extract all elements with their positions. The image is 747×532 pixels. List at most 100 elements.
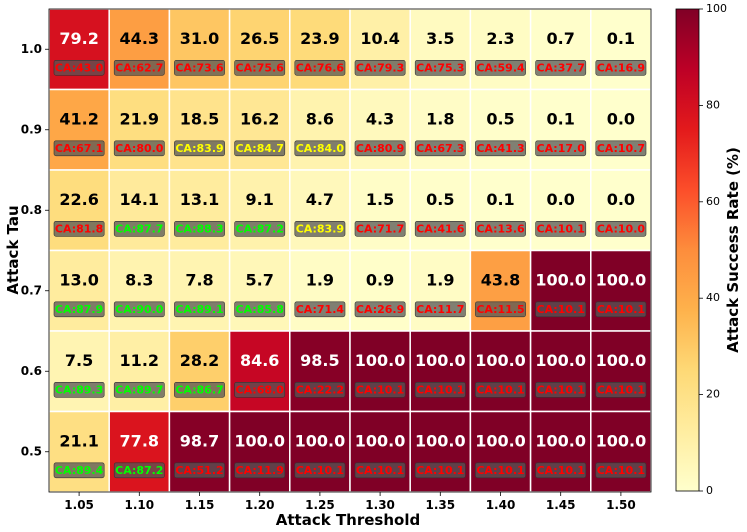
- x-tick-label: 1.25: [305, 498, 335, 512]
- heatmap-cell: [108, 169, 171, 252]
- ca-badge: [294, 301, 346, 318]
- cell-value-label: 43.8: [481, 271, 520, 290]
- cell-value-label: 5.7: [246, 271, 274, 290]
- heatmap-cell: [349, 8, 411, 91]
- ca-label: CA:51.2: [175, 464, 223, 477]
- ca-badge: [53, 381, 105, 398]
- ca-label: CA:11.5: [476, 303, 524, 316]
- heatmap-cell: [108, 249, 171, 332]
- cell-value-label: 3.5: [426, 29, 454, 48]
- colorbar: [675, 8, 700, 492]
- x-tick-label: 1.35: [425, 498, 455, 512]
- heatmap-cell: [228, 88, 291, 171]
- ca-label: CA:80.9: [356, 142, 404, 155]
- ca-label: CA:10.1: [597, 464, 645, 477]
- ca-badge: [354, 301, 406, 318]
- ca-label: CA:86.7: [175, 383, 223, 396]
- ca-label: CA:88.3: [175, 222, 223, 235]
- ca-label: CA:11.7: [416, 303, 464, 316]
- cell-value-label: 11.2: [120, 351, 159, 370]
- cell-value-label: 28.2: [180, 351, 219, 370]
- heatmap-cell: [590, 88, 652, 171]
- ca-badge: [234, 140, 286, 157]
- ca-badge: [174, 381, 225, 398]
- heatmap-cell: [409, 88, 472, 171]
- cell-value-label: 100.0: [415, 351, 466, 370]
- cell-value-label: 14.1: [120, 190, 159, 209]
- x-tick-label: 1.05: [64, 498, 94, 512]
- heatmap-cell: [469, 8, 532, 91]
- cell-value-label: 100.0: [475, 351, 526, 370]
- ca-label: CA:89.4: [55, 464, 104, 477]
- ca-badge: [535, 59, 587, 76]
- y-axis-title: Attack Tau: [4, 205, 22, 294]
- x-tick-label: 1.40: [486, 498, 516, 512]
- ca-label: CA:83.9: [175, 142, 223, 155]
- ca-badge: [414, 462, 466, 479]
- heatmap-cell: [349, 249, 411, 332]
- ca-label: CA:10.1: [296, 464, 344, 477]
- ca-label: CA:10.1: [416, 383, 464, 396]
- heatmap-cell: [349, 88, 411, 171]
- ca-badge: [294, 220, 346, 237]
- ca-label: CA:26.9: [356, 303, 404, 316]
- cell-value-label: 13.1: [180, 190, 219, 209]
- ca-label: CA:71.4: [296, 303, 345, 316]
- ca-label: CA:16.9: [597, 61, 645, 74]
- heatmap-cell: [289, 169, 351, 252]
- ca-badge: [475, 462, 526, 479]
- ca-badge: [354, 462, 406, 479]
- ca-badge: [535, 381, 587, 398]
- ca-badge: [595, 301, 647, 318]
- heatmap-cell: [529, 410, 592, 493]
- cell-value-label: 1.8: [426, 110, 454, 129]
- ca-badge: [475, 301, 526, 318]
- ca-badge: [234, 381, 286, 398]
- x-axis-title: Attack Threshold: [276, 511, 420, 529]
- ca-badge: [174, 462, 225, 479]
- heatmap-cell: [108, 8, 171, 91]
- cell-value-label: 44.3: [120, 29, 159, 48]
- ca-badge: [53, 462, 105, 479]
- ca-badge: [535, 301, 587, 318]
- cell-value-label: 21.9: [120, 110, 159, 129]
- colorbar-tick-label: 100: [706, 2, 727, 15]
- heatmap-cell: [48, 88, 110, 171]
- heatmap-cell: [469, 169, 532, 252]
- ca-label: CA:87.2: [236, 222, 284, 235]
- ca-label: CA:80.0: [115, 142, 164, 155]
- heatmap-cells: 79.2 CA:43.0 44.3 CA:62.7 31.0 CA:73.6 26.5 CA:…: [48, 8, 652, 493]
- cell-value-label: 79.2: [59, 29, 98, 48]
- cell-value-label: 100.0: [355, 432, 406, 451]
- y-tick-label: 0.7: [21, 283, 42, 297]
- cell-value-label: 21.1: [59, 432, 98, 451]
- x-tick-label: 1.20: [245, 498, 275, 512]
- ca-badge: [595, 462, 647, 479]
- heatmap-cell: [590, 8, 652, 91]
- cell-value-label: 26.5: [240, 29, 279, 48]
- cell-value-label: 18.5: [180, 110, 219, 129]
- heatmap-cell: [469, 249, 532, 332]
- ca-label: CA:67.3: [416, 142, 464, 155]
- cell-value-label: 9.1: [246, 190, 274, 209]
- cell-value-label: 10.4: [360, 29, 399, 48]
- cell-value-label: 0.1: [547, 110, 575, 129]
- cell-value-label: 31.0: [180, 29, 219, 48]
- cell-value-label: 100.0: [295, 432, 346, 451]
- ca-badge: [354, 220, 406, 237]
- cell-value-label: 4.7: [306, 190, 334, 209]
- ca-badge: [113, 381, 165, 398]
- heatmap-cell: [349, 330, 411, 413]
- ca-label: CA:10.1: [537, 464, 585, 477]
- cell-value-label: 16.2: [240, 110, 279, 129]
- ca-badge: [174, 59, 225, 76]
- heatmap-cell: [409, 410, 472, 493]
- ca-badge: [234, 59, 286, 76]
- ca-label: CA:75.3: [416, 61, 464, 74]
- cell-value-label: 8.3: [125, 271, 153, 290]
- ca-badge: [475, 140, 526, 157]
- ca-badge: [354, 381, 406, 398]
- ca-label: CA:76.6: [296, 61, 345, 74]
- ca-label: CA:62.7: [115, 61, 163, 74]
